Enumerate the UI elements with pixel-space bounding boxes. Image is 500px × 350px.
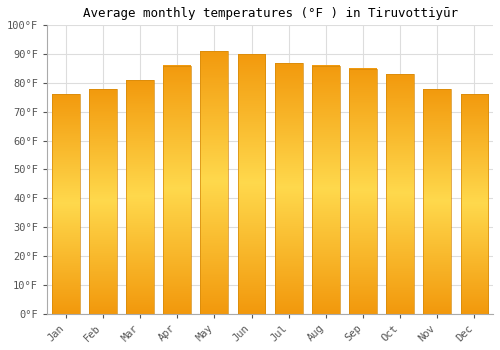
Bar	[238, 54, 266, 314]
Bar	[312, 66, 340, 314]
Bar	[424, 89, 452, 314]
Bar	[275, 63, 302, 314]
Bar	[200, 51, 228, 314]
Title: Average monthly temperatures (°F ) in Tiruvottiyūr: Average monthly temperatures (°F ) in Ti…	[82, 7, 458, 20]
Bar	[126, 80, 154, 314]
Bar	[164, 66, 191, 314]
Bar	[52, 94, 80, 314]
Bar	[460, 94, 488, 314]
Bar	[349, 69, 377, 314]
Bar	[89, 89, 117, 314]
Bar	[386, 74, 414, 314]
